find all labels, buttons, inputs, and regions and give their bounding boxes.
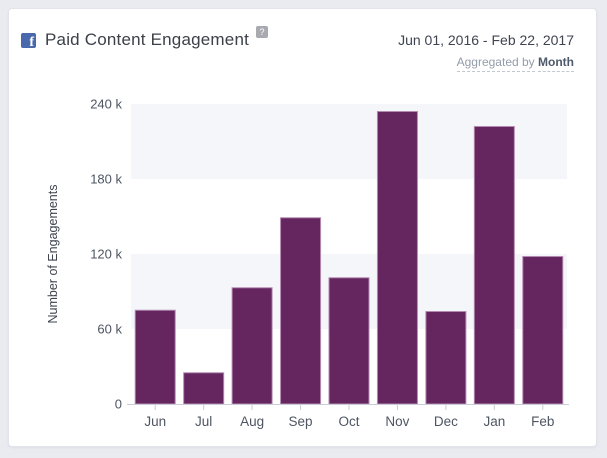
bar-feb[interactable] <box>522 256 564 405</box>
y-axis-tick-label: 60 k <box>97 322 122 337</box>
chart-header: f Paid Content Engagement ? <box>21 26 269 50</box>
y-axis-tick-label: 240 k <box>90 97 122 112</box>
facebook-icon-glyph: f <box>29 34 34 50</box>
date-range: Jun 01, 2016 - Feb 22, 2017 <box>398 32 574 48</box>
x-axis-label-jul: Jul <box>195 414 212 429</box>
header-right: Jun 01, 2016 - Feb 22, 2017 Aggregated b… <box>398 32 574 72</box>
aggregated-by-label: Aggregated by <box>456 55 535 72</box>
x-axis-label-feb: Feb <box>531 414 554 429</box>
bar-jun[interactable] <box>134 309 176 405</box>
x-axis-label-oct: Oct <box>338 414 359 429</box>
chart-card: 0 60 k 120 k 180 k 240 k Number of Engagement… <box>8 8 597 447</box>
help-icon[interactable]: ? <box>256 26 269 38</box>
bar-jul[interactable] <box>183 372 225 405</box>
chart-title: Paid Content Engagement <box>45 30 250 49</box>
y-axis-tick-label: 0 <box>115 397 122 412</box>
x-axis-label-jan: Jan <box>483 414 505 429</box>
facebook-icon: f <box>21 32 36 50</box>
y-axis-title: Number of Engagements <box>46 185 60 324</box>
bar-oct[interactable] <box>328 277 370 405</box>
bar-sep[interactable] <box>280 217 322 405</box>
x-axis-label-jun: Jun <box>144 414 166 429</box>
y-axis-tick-label: 120 k <box>90 247 122 262</box>
aggregation-control: Aggregated by Month <box>398 55 574 72</box>
bar-jan[interactable] <box>473 126 515 405</box>
engagement-bar-chart: 0 60 k 120 k 180 k 240 k Number of Engagement… <box>46 97 569 429</box>
bar-aug[interactable] <box>231 287 273 405</box>
bar-dec[interactable] <box>425 311 467 405</box>
x-axis-label-sep: Sep <box>289 414 313 429</box>
x-axis-label-aug: Aug <box>240 414 264 429</box>
bar-nov[interactable] <box>376 111 418 405</box>
x-axis-label-nov: Nov <box>385 414 409 429</box>
x-axis-label-dec: Dec <box>434 414 458 429</box>
y-axis-tick-label: 180 k <box>90 172 122 187</box>
aggregation-month-dropdown[interactable]: Month <box>538 55 574 72</box>
